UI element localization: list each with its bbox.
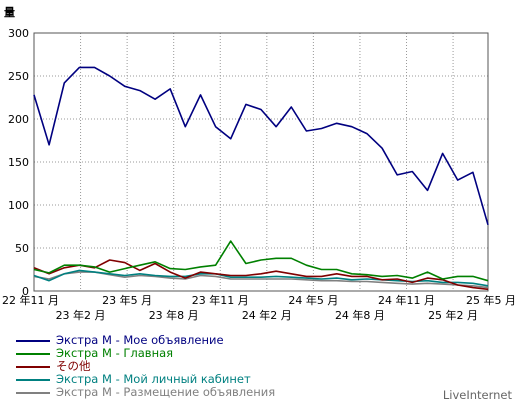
legend-label: Экстра M - Главная [56, 346, 174, 360]
series-line [33, 269, 489, 287]
legend-swatch [16, 392, 50, 394]
x-axis-ticks: 22 年11 月23 年2 月23 年5 月23 年8 月23 年11 月24 … [2, 293, 516, 322]
x-tick-label: 24 年5 月 [288, 293, 338, 307]
y-axis-label: 量 [4, 6, 15, 19]
liveinternet-watermark: LiveInternet [442, 388, 512, 402]
y-tick-label: 300 [8, 27, 29, 40]
y-tick-label: 200 [8, 113, 29, 126]
y-tick-label: 50 [15, 242, 29, 255]
x-tick-label: 24 年8 月 [335, 308, 385, 322]
x-tick-label: 24 年2 月 [242, 308, 292, 322]
x-tick-label: 23 年2 月 [56, 308, 106, 322]
legend-swatch [16, 353, 50, 355]
x-tick-label: 25 年5 月 [466, 293, 516, 307]
x-tick-label: 23 年11 月 [192, 293, 249, 307]
legend-label: Экстра M - Размещение объявления [56, 385, 276, 399]
y-tick-label: 0 [22, 285, 29, 298]
legend-swatch [16, 340, 50, 342]
legend-label: Экстра M - Мой личный кабинет [56, 372, 251, 386]
y-axis-ticks: 0 50 100 150 200 250 300 [8, 27, 29, 298]
y-tick-label: 250 [8, 70, 29, 83]
plot-frame [33, 32, 489, 292]
x-tick-label: 24 年11 月 [378, 293, 435, 307]
series-lines [33, 66, 489, 291]
x-tick-label: 22 年11 月 [2, 293, 59, 307]
series-line [33, 66, 489, 226]
y-tick-label: 100 [8, 199, 29, 212]
y-tick-label: 150 [8, 156, 29, 169]
legend-swatch [16, 379, 50, 381]
legend-label: その他 [56, 359, 91, 373]
x-tick-label: 23 年5 月 [102, 293, 152, 307]
series-line [33, 259, 489, 291]
x-tick-label: 25 年2 月 [428, 308, 478, 322]
series-line [33, 240, 489, 282]
grid [33, 32, 489, 292]
series-line [33, 271, 489, 289]
legend-swatch [16, 366, 50, 368]
legend-label: Экстра M - Мое объявление [56, 333, 224, 347]
x-tick-label: 23 年8 月 [149, 308, 199, 322]
